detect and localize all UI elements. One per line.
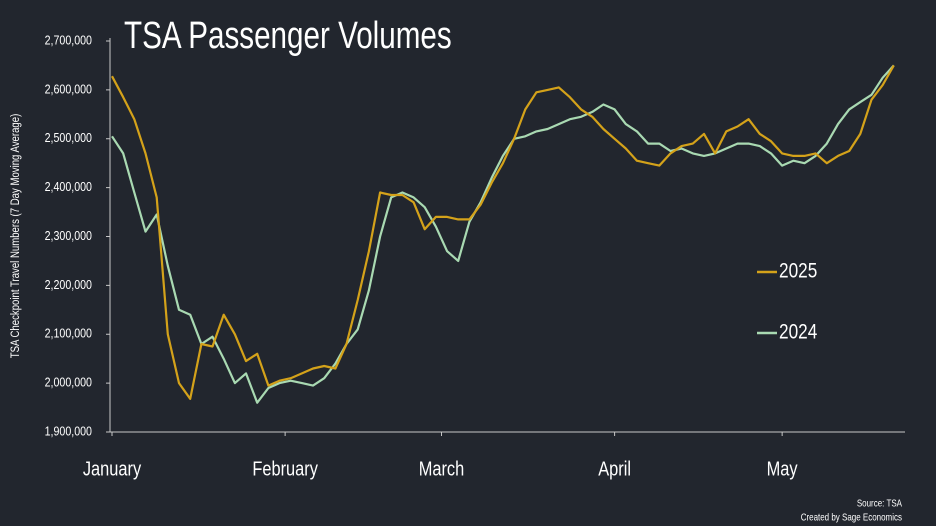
credit-note: Created by Sage Economics	[801, 512, 903, 523]
x-tick-label: April	[598, 457, 631, 480]
y-tick-label: 2,400,000	[45, 179, 93, 194]
x-tick-label: January	[83, 457, 142, 480]
y-tick-label: 2,700,000	[45, 32, 93, 47]
y-tick-label: 2,600,000	[45, 81, 93, 96]
x-tick-label: March	[419, 457, 465, 480]
source-note: Source: TSA	[857, 498, 903, 509]
y-tick-label: 2,200,000	[45, 277, 93, 292]
series-line	[111, 64, 895, 404]
y-tick-label: 2,300,000	[45, 228, 93, 243]
y-tick-label: 2,500,000	[45, 130, 93, 145]
y-axis-label: TSA Checkpoint Travel Numbers (7 Day Mov…	[9, 114, 22, 359]
x-tick-label: February	[252, 457, 318, 480]
legend-label: 2025	[779, 260, 817, 283]
series-line	[111, 64, 895, 400]
x-tick-label: May	[767, 457, 799, 480]
y-tick-label: 2,100,000	[45, 326, 93, 341]
legend-label: 2024	[779, 321, 818, 344]
y-tick-label: 1,900,000	[45, 423, 93, 438]
y-tick-label: 2,000,000	[45, 375, 93, 390]
chart-title: TSA Passenger Volumes	[124, 15, 452, 57]
